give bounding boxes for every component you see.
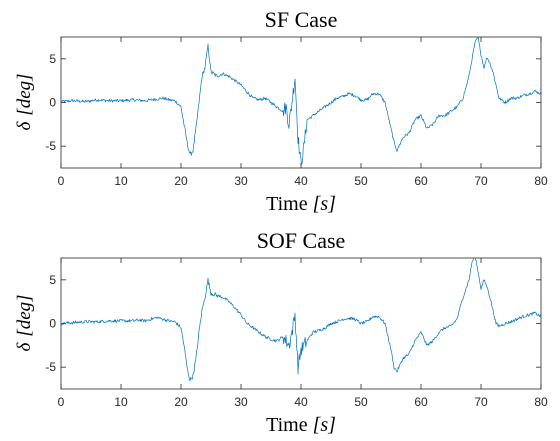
x-tick-label: 20 xyxy=(174,174,188,188)
series-line xyxy=(61,37,541,165)
x-tick-label: 80 xyxy=(534,395,548,409)
x-tick-label: 30 xyxy=(234,174,248,188)
x-tick-label: 40 xyxy=(294,174,308,188)
y-axis-label: δ [deg] xyxy=(14,294,35,351)
chart-title: SOF Case xyxy=(257,228,346,253)
x-tick-label: 60 xyxy=(414,395,428,409)
y-tick-label: 5 xyxy=(49,52,56,66)
plot-area xyxy=(61,258,541,382)
sof-case-panel: SOF Case 0 10 20 30 40 50 60 70 80 -5 0 5 Time [s]… xyxy=(14,228,548,436)
x-tick-label: 50 xyxy=(354,174,368,188)
y-axis-label-symbol: δ xyxy=(14,342,35,352)
y-tick-label: -5 xyxy=(45,360,56,374)
x-tick-label: 10 xyxy=(114,395,128,409)
y-tick-label: 5 xyxy=(49,273,56,287)
x-tick-label: 0 xyxy=(58,174,65,188)
y-axis-label-unit: [deg] xyxy=(14,294,35,336)
x-tick-label: 30 xyxy=(234,395,248,409)
x-tick-label: 60 xyxy=(414,174,428,188)
plot-area xyxy=(61,37,541,165)
x-tick-label: 50 xyxy=(354,395,368,409)
x-axis-label-main: Time xyxy=(266,414,313,436)
y-axis-label: δ [deg] xyxy=(14,73,35,130)
x-tick-label: 70 xyxy=(474,395,488,409)
x-axis-label: Time [s] xyxy=(266,193,336,215)
y-tick-label: -5 xyxy=(45,139,56,153)
sf-case-panel: SF Case 0 10 20 30 40 50 60 70 80 -505 Time [s] … xyxy=(14,7,548,215)
x-axis-label-unit: [s] xyxy=(313,414,336,436)
y-axis-label-unit: [deg] xyxy=(14,73,35,115)
x-tick-label: 70 xyxy=(474,174,488,188)
x-tick-label: 40 xyxy=(294,395,308,409)
y-tick-label: 0 xyxy=(49,317,56,331)
x-axis-label: Time [s] xyxy=(266,414,336,436)
y-tick-label: 0 xyxy=(49,96,56,110)
x-tick-label: 20 xyxy=(174,395,188,409)
y-axis-ticks: -5 0 5 xyxy=(45,52,541,153)
plot-frame xyxy=(60,36,542,169)
x-axis-ticks: 0 10 20 30 40 50 60 70 80 xyxy=(58,258,548,409)
x-axis-label-unit: [s] xyxy=(313,193,336,215)
x-axis-label-main: Time xyxy=(266,193,313,215)
x-tick-label: 0 xyxy=(58,395,65,409)
y-axis-label-symbol: δ xyxy=(14,121,35,131)
x-axis-ticks: 0 10 20 30 40 50 60 70 80 xyxy=(58,37,548,188)
chart-title: SF Case xyxy=(265,7,338,32)
x-tick-label: 10 xyxy=(114,174,128,188)
x-tick-label: 80 xyxy=(534,174,548,188)
plot-frame xyxy=(60,257,542,390)
series-line xyxy=(61,258,541,382)
